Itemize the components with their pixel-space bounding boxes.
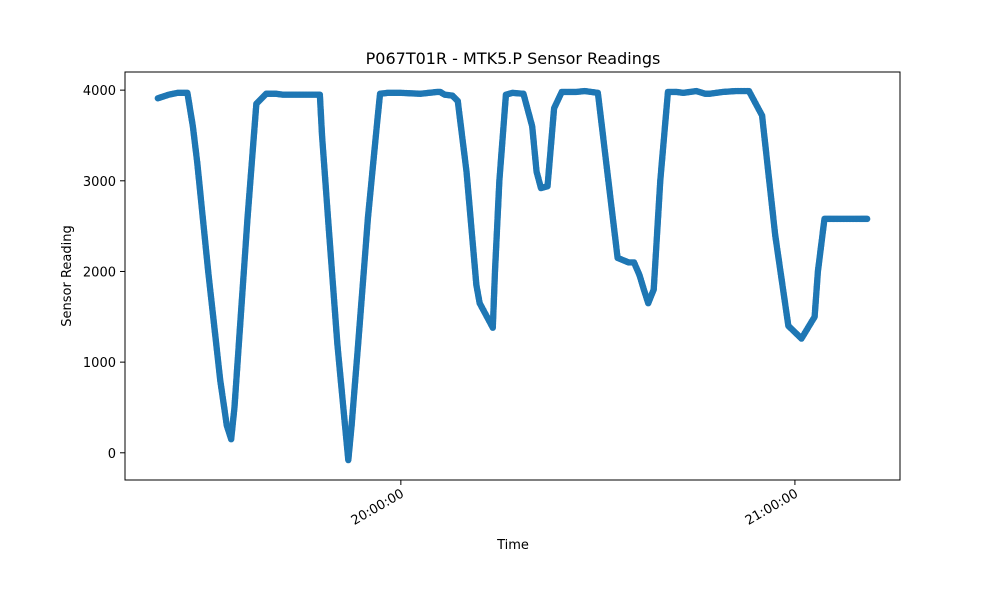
- x-axis-label: Time: [496, 538, 529, 553]
- y-tick-label: 2000: [83, 265, 116, 280]
- y-tick-label: 3000: [83, 175, 116, 190]
- data-point: [863, 215, 871, 223]
- y-axis: 0 1000 2000 3000 4000: [83, 84, 125, 462]
- y-axis-label: Sensor Reading: [60, 225, 75, 326]
- y-tick-label: 1000: [83, 356, 116, 371]
- y-tick-label: 4000: [83, 84, 116, 99]
- y-tick-label: 0: [108, 447, 116, 462]
- data-points: [154, 87, 871, 464]
- plot-frame: [124, 71, 901, 481]
- chart-title: P067T01R - MTK5.P Sensor Readings: [366, 49, 661, 68]
